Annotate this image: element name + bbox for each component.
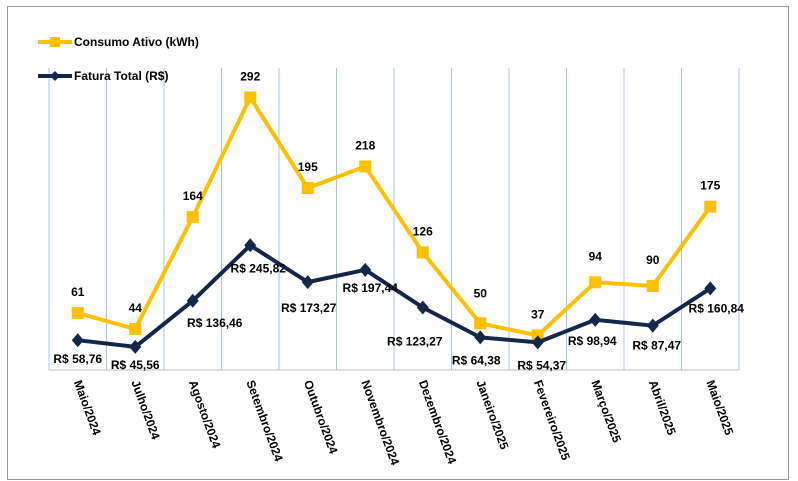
x-tick-label: Abril/2025	[646, 378, 679, 437]
data-point-marker	[704, 281, 717, 296]
data-point-marker	[531, 335, 544, 350]
data-point-marker	[129, 322, 142, 335]
data-label: 126	[413, 224, 433, 238]
data-label: R$ 58,76	[53, 352, 102, 366]
x-tick-label: Julho/2024	[128, 378, 162, 441]
data-point-marker	[186, 210, 199, 223]
data-label: R$ 136,46	[187, 316, 243, 330]
data-point-marker	[71, 307, 84, 320]
x-tick-label: Setembro/2024	[243, 378, 285, 463]
x-tick-label: Maio/2024	[71, 378, 104, 437]
x-tick-label: Fevereiro/2025	[531, 378, 573, 462]
data-point-marker	[416, 246, 429, 259]
data-point-marker	[474, 317, 487, 330]
data-label: R$ 123,27	[387, 334, 443, 348]
data-label: 94	[589, 249, 603, 263]
data-point-marker	[301, 275, 314, 290]
data-point-marker	[589, 276, 602, 289]
data-label: 218	[355, 139, 375, 153]
x-tick-label: Novembro/2024	[358, 378, 402, 467]
series-line-1	[77, 243, 712, 349]
data-point-marker	[704, 200, 717, 213]
chart-frame	[7, 6, 789, 480]
data-point-marker	[359, 262, 372, 277]
x-tick-label: Maio/2025	[703, 378, 736, 437]
data-label: 164	[183, 189, 203, 203]
data-label: R$ 87,47	[632, 339, 681, 353]
data-label: R$ 98,94	[568, 334, 617, 348]
x-tick-label: Agosto/2024	[186, 378, 224, 450]
legend-label: Fatura Total (R$)	[74, 69, 168, 83]
data-label: R$ 54,37	[517, 358, 566, 372]
data-point-marker	[646, 280, 659, 292]
x-tick-label: Dezembro/2024	[416, 378, 459, 466]
data-point-marker	[646, 318, 659, 333]
data-point-marker	[301, 182, 314, 194]
data-label: R$ 160,84	[689, 301, 745, 315]
x-tick-label: Janeiro/2025	[473, 378, 511, 451]
data-point-marker	[129, 339, 142, 354]
legend-label: Consumo Ativo (kWh)	[74, 35, 199, 49]
legend-marker	[50, 71, 60, 81]
data-point-marker	[244, 238, 257, 253]
data-label: R$ 173,27	[281, 301, 337, 315]
data-label: R$ 245,82	[231, 261, 287, 275]
data-label: 195	[298, 160, 318, 174]
data-label: 44	[129, 301, 143, 315]
data-point-marker	[71, 333, 84, 348]
data-label: 37	[531, 307, 545, 321]
data-point-marker	[474, 330, 487, 345]
data-label: R$ 45,56	[111, 358, 160, 372]
data-point-marker	[359, 160, 372, 173]
x-tick-label: Março/2025	[588, 378, 624, 445]
data-label: 175	[700, 179, 720, 193]
data-label: 292	[240, 69, 260, 83]
series-line-0	[77, 95, 712, 338]
legend-marker	[50, 37, 60, 47]
data-point-marker	[186, 293, 199, 308]
data-label: 50	[474, 286, 488, 300]
data-label: R$ 197,44	[343, 281, 399, 295]
data-point-marker	[589, 312, 602, 327]
data-label: R$ 64,38	[452, 353, 501, 367]
data-point-marker	[416, 300, 429, 315]
data-label: 61	[71, 285, 85, 299]
data-point-marker	[244, 91, 257, 104]
x-tick-label: Outubro/2024	[301, 378, 341, 456]
data-label: 90	[646, 253, 660, 267]
